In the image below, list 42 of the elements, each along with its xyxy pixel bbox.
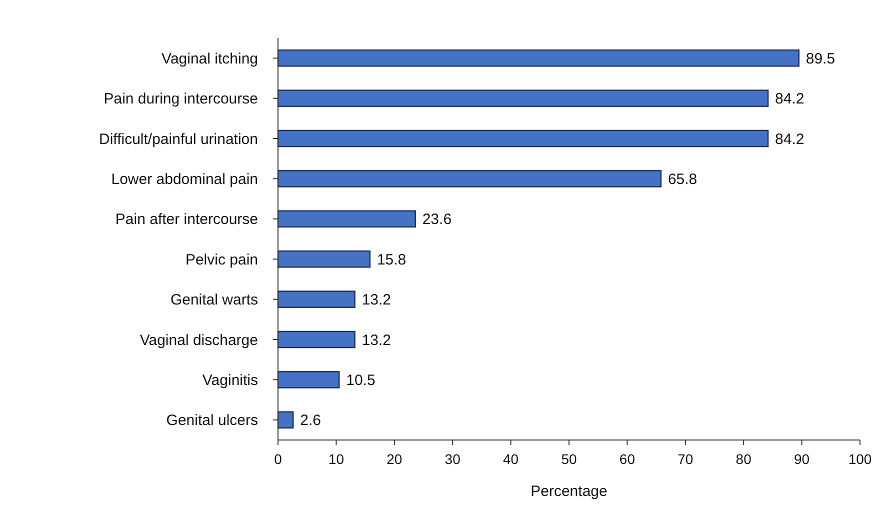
- y-tick-label: Lower abdominal pain: [111, 170, 258, 188]
- x-tick-label: 40: [503, 451, 519, 467]
- data-label: 23.6: [422, 211, 452, 228]
- y-tick-label: Genital warts: [170, 292, 258, 309]
- bar: [277, 49, 800, 67]
- x-tick-label: 50: [561, 451, 577, 467]
- bar: [277, 330, 356, 348]
- y-tick-label: Difficult/painful urination: [99, 130, 258, 148]
- bar: [277, 411, 294, 429]
- data-label: 89.5: [806, 50, 836, 68]
- x-tick-label: 100: [848, 451, 872, 467]
- data-label: 84.2: [775, 130, 804, 148]
- x-tick-label: 10: [328, 451, 344, 467]
- x-tick-label: 60: [619, 451, 636, 467]
- y-tick-label: Vaginal discharge: [140, 332, 258, 349]
- y-tick-label: Vaginitis: [202, 372, 258, 389]
- bar: [277, 130, 769, 148]
- x-tick-label: 70: [678, 451, 694, 467]
- data-label: 10.5: [346, 372, 376, 389]
- y-tick-label: Pelvic pain: [185, 251, 258, 268]
- bar: [277, 210, 416, 228]
- bar: [277, 170, 662, 188]
- y-tick-label: Pain during intercourse: [104, 90, 258, 108]
- y-tick-label: Pain after intercourse: [115, 211, 258, 228]
- x-axis-title: Percentage: [530, 483, 608, 500]
- data-label: 15.8: [376, 251, 406, 268]
- y-tick-label: Vaginal itching: [162, 50, 258, 68]
- data-label: 65.8: [668, 170, 698, 188]
- bar: [277, 371, 340, 388]
- bar: [277, 250, 371, 268]
- bar: [277, 290, 356, 308]
- x-tick-label: 20: [386, 451, 402, 467]
- data-label: 84.2: [775, 90, 804, 108]
- x-tick-label: 90: [794, 451, 810, 467]
- data-label: 13.2: [362, 332, 392, 349]
- x-tick-label: 30: [444, 451, 461, 467]
- bar: [277, 90, 769, 107]
- y-tick-label: Genital ulcers: [166, 412, 258, 430]
- x-tick-label: 0: [274, 451, 282, 467]
- x-tick-label: 80: [736, 451, 752, 467]
- data-label: 13.2: [362, 292, 392, 309]
- data-label: 2.6: [300, 412, 321, 430]
